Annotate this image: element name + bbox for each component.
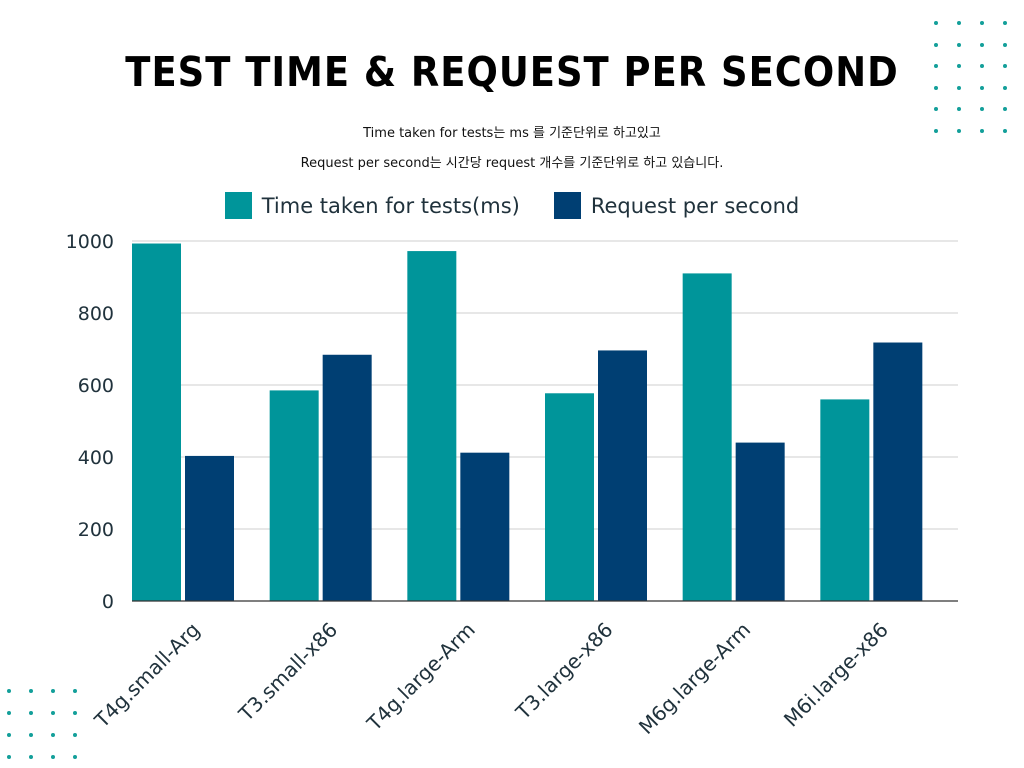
bar-time-taken — [132, 243, 181, 601]
decorative-dot — [934, 107, 938, 111]
legend-label-request-per-second: Request per second — [590, 193, 800, 218]
bar-request-per-second — [735, 442, 785, 601]
decorative-dot — [980, 128, 984, 133]
bar-request-per-second — [185, 455, 234, 601]
legend-item-request-per-second: Request per second — [553, 192, 800, 219]
bar-time-taken — [407, 251, 457, 601]
decorative-dot — [7, 711, 11, 715]
bar-request-per-second — [322, 354, 372, 601]
bar-request-per-second — [598, 350, 647, 601]
subtitle-line-2: Request per second는 시간당 request 개수를 기준단위… — [300, 156, 724, 171]
decorative-dot — [957, 85, 961, 90]
legend-swatch-time-taken — [224, 192, 252, 219]
bar-request-per-second — [873, 342, 923, 601]
chart-legend: Time taken for tests(ms) Request per sec… — [0, 192, 1024, 219]
decorative-dot — [73, 755, 77, 759]
decorative-dot — [1003, 42, 1007, 47]
decorative-dot — [29, 755, 33, 759]
decorative-dot — [934, 42, 938, 47]
decorative-dot — [1003, 64, 1007, 68]
bar-request-per-second — [460, 452, 510, 601]
decorative-dot — [73, 711, 77, 715]
decorative-dot — [957, 64, 961, 68]
decorative-dot — [73, 689, 77, 693]
decorative-dot — [980, 42, 984, 47]
decorative-dot — [51, 733, 55, 737]
x-tick-label: M6g.large-Arm — [634, 618, 755, 739]
y-tick-label: 0 — [102, 591, 114, 613]
decorative-dot — [7, 689, 11, 693]
decorative-dot — [980, 64, 984, 68]
decorative-dot — [29, 711, 33, 715]
y-tick-label: 600 — [78, 375, 114, 397]
legend-label-time-taken: Time taken for tests(ms) — [261, 193, 520, 218]
bar-time-taken — [820, 399, 870, 601]
x-tick-label: T4g.small-Arg — [89, 618, 204, 733]
decorative-dot — [934, 21, 938, 25]
legend-item-time-taken: Time taken for tests(ms) — [224, 192, 520, 219]
decorative-dot — [29, 689, 33, 693]
decorative-dot — [934, 85, 938, 90]
x-tick-label: T3.small-x86 — [233, 618, 342, 727]
x-tick-label: T4g.large-Arm — [361, 618, 479, 736]
decorative-dot — [957, 42, 961, 47]
y-tick-label: 1000 — [66, 231, 114, 253]
decorative-dot — [51, 755, 55, 759]
decorative-dot — [1003, 85, 1007, 90]
y-tick-label: 400 — [78, 447, 114, 469]
decorative-dot — [1003, 107, 1007, 111]
decorative-dot — [934, 64, 938, 68]
decorative-dot — [51, 689, 55, 693]
decorative-dot — [957, 21, 961, 25]
decorative-dot — [7, 733, 11, 737]
bar-time-taken — [682, 273, 732, 601]
chart-title: TEST TIME & REQUEST PER SECOND — [125, 48, 899, 96]
bar-time-taken — [269, 390, 319, 601]
bar-time-taken — [545, 393, 594, 601]
decorative-dot — [980, 21, 984, 25]
x-tick-label: T3.large-x86 — [510, 618, 617, 725]
decorative-dot — [980, 107, 984, 111]
decorative-dot — [1003, 21, 1007, 25]
decorative-dot — [957, 107, 961, 111]
decorative-dot-grid-top-right — [934, 21, 1007, 133]
y-tick-label: 200 — [78, 519, 114, 541]
decorative-dot — [29, 733, 33, 737]
subtitle-line-1: Time taken for tests는 ms 를 기준단위로 하고있고 — [363, 126, 661, 141]
y-tick-label: 800 — [78, 303, 114, 325]
decorative-dot — [957, 128, 961, 133]
decorative-dot — [73, 733, 77, 737]
decorative-dot — [1003, 128, 1007, 133]
x-tick-label: M6i.large-x86 — [779, 618, 893, 732]
decorative-dot — [51, 711, 55, 715]
decorative-dot-grid-bottom-left — [7, 689, 77, 759]
decorative-dot — [934, 128, 938, 133]
legend-swatch-request-per-second — [553, 192, 581, 219]
decorative-dot — [7, 755, 11, 759]
decorative-dot — [980, 85, 984, 90]
